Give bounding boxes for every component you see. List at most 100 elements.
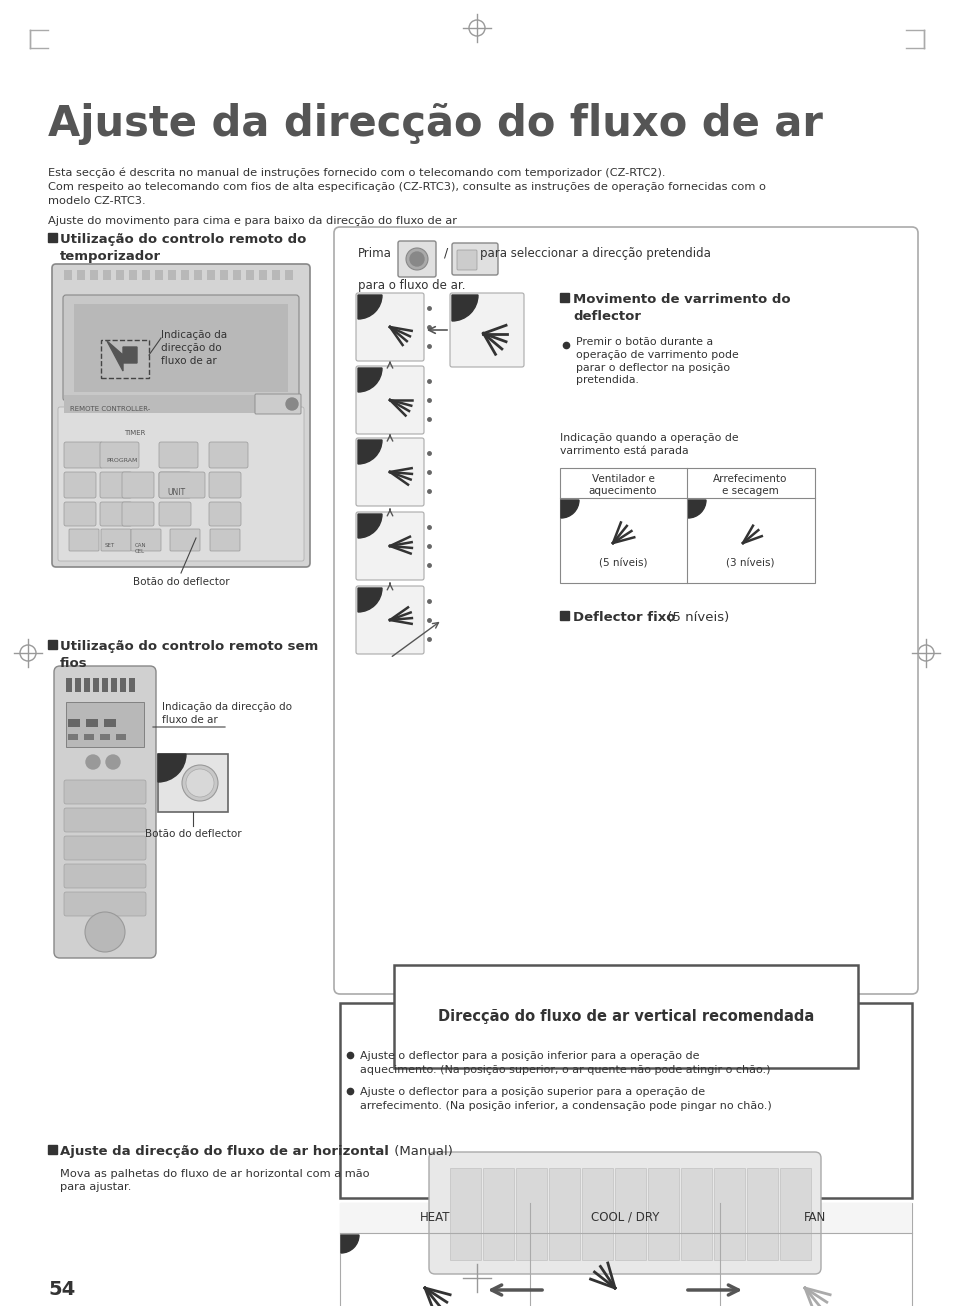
Circle shape <box>410 252 423 266</box>
FancyBboxPatch shape <box>122 471 153 498</box>
FancyBboxPatch shape <box>334 227 917 994</box>
Text: Indicação da direcção do
fluxo de ar: Indicação da direcção do fluxo de ar <box>162 703 292 725</box>
Bar <box>111 678 117 692</box>
Circle shape <box>106 755 120 769</box>
Bar <box>746 1168 778 1260</box>
Text: FAN: FAN <box>803 1211 825 1224</box>
FancyBboxPatch shape <box>64 441 103 468</box>
Bar <box>615 1168 645 1260</box>
Text: (5 níveis): (5 níveis) <box>662 611 728 624</box>
Bar <box>48 1145 57 1155</box>
Bar <box>233 270 241 279</box>
FancyBboxPatch shape <box>450 293 523 367</box>
Circle shape <box>86 755 100 769</box>
Circle shape <box>85 912 125 952</box>
Text: Ajuste o deflector para a posição inferior para a operação de: Ajuste o deflector para a posição inferi… <box>359 1051 699 1060</box>
Text: Ajuste da direcção do fluxo de ar horizontal: Ajuste da direcção do fluxo de ar horizo… <box>60 1145 389 1158</box>
Bar <box>142 270 150 279</box>
FancyBboxPatch shape <box>355 512 423 580</box>
Bar <box>129 678 135 692</box>
Text: aquecimento. (Na posição superior, o ar quente não pode atingir o chão.): aquecimento. (Na posição superior, o ar … <box>359 1064 770 1075</box>
Text: UNIT: UNIT <box>167 488 185 498</box>
Bar <box>84 734 94 741</box>
Bar <box>66 678 71 692</box>
Text: Direcção do fluxo de ar vertical recomendada: Direcção do fluxo de ar vertical recomen… <box>437 1010 813 1024</box>
Text: Prima: Prima <box>357 247 392 260</box>
FancyBboxPatch shape <box>100 502 132 526</box>
FancyBboxPatch shape <box>63 295 298 401</box>
Text: Botão do deflector: Botão do deflector <box>145 829 241 838</box>
Bar <box>181 270 189 279</box>
Bar <box>168 270 175 279</box>
Text: SET: SET <box>105 543 115 549</box>
FancyBboxPatch shape <box>101 529 131 551</box>
Bar <box>116 270 124 279</box>
Bar <box>482 1168 514 1260</box>
Text: (5 níveis): (5 níveis) <box>598 558 646 568</box>
FancyBboxPatch shape <box>456 249 476 270</box>
Bar <box>101 340 149 377</box>
FancyBboxPatch shape <box>64 780 146 804</box>
Bar <box>102 678 108 692</box>
FancyBboxPatch shape <box>355 586 423 654</box>
Bar <box>120 678 126 692</box>
Bar <box>90 270 98 279</box>
Bar <box>104 720 116 727</box>
Bar <box>559 293 568 302</box>
Bar <box>92 678 99 692</box>
Bar <box>68 720 80 727</box>
FancyBboxPatch shape <box>64 502 96 526</box>
Text: (3 níveis): (3 níveis) <box>725 558 774 568</box>
Text: Ajuste o deflector para a posição superior para a operação de: Ajuste o deflector para a posição superi… <box>359 1087 704 1097</box>
FancyBboxPatch shape <box>170 529 200 551</box>
Bar <box>64 270 71 279</box>
Bar <box>559 468 814 582</box>
Bar <box>246 270 253 279</box>
Bar <box>207 270 214 279</box>
Bar <box>75 678 81 692</box>
Text: Premir o botão durante a
operação de varrimento pode
parar o deflector na posiçã: Premir o botão durante a operação de var… <box>576 337 738 385</box>
Text: TIMER: TIMER <box>124 430 145 436</box>
Text: para o fluxo de ar.: para o fluxo de ar. <box>357 279 465 293</box>
Bar <box>339 1003 911 1198</box>
FancyBboxPatch shape <box>159 502 191 526</box>
FancyBboxPatch shape <box>54 666 156 959</box>
Bar <box>86 720 98 727</box>
Bar <box>780 1168 810 1260</box>
Text: Deflector fixo: Deflector fixo <box>573 611 675 624</box>
FancyBboxPatch shape <box>122 502 153 526</box>
Text: Indicação da
direcção do
fluxo de ar: Indicação da direcção do fluxo de ar <box>161 330 227 366</box>
Wedge shape <box>357 440 381 464</box>
FancyBboxPatch shape <box>209 471 241 498</box>
Wedge shape <box>687 500 705 518</box>
Text: Com respeito ao telecomando com fios de alta especificação (CZ-RTC3), consulte a: Com respeito ao telecomando com fios de … <box>48 182 765 192</box>
Bar <box>713 1168 744 1260</box>
Text: Esta secção é descrita no manual de instruções fornecido com o telecomando com t: Esta secção é descrita no manual de inst… <box>48 168 665 179</box>
FancyBboxPatch shape <box>64 808 146 832</box>
Bar <box>193 270 202 279</box>
FancyBboxPatch shape <box>69 529 99 551</box>
Wedge shape <box>357 588 381 613</box>
FancyBboxPatch shape <box>66 703 144 747</box>
Text: Mova as palhetas do fluxo de ar horizontal com a mão
para ajustar.: Mova as palhetas do fluxo de ar horizont… <box>60 1169 369 1192</box>
Bar <box>84 678 90 692</box>
Text: REMOTE CONTROLLER-: REMOTE CONTROLLER- <box>70 406 150 411</box>
Bar <box>450 1168 480 1260</box>
Wedge shape <box>340 1235 358 1252</box>
Text: modelo CZ-RTC3.: modelo CZ-RTC3. <box>48 196 146 206</box>
Bar <box>548 1168 579 1260</box>
Circle shape <box>286 398 297 410</box>
Wedge shape <box>357 368 381 392</box>
Text: PROGRAM: PROGRAM <box>106 458 137 464</box>
Wedge shape <box>357 515 381 538</box>
Bar <box>680 1168 711 1260</box>
FancyBboxPatch shape <box>74 304 288 392</box>
Bar <box>129 270 137 279</box>
Wedge shape <box>560 500 578 518</box>
Bar <box>64 394 297 413</box>
FancyBboxPatch shape <box>58 407 304 562</box>
Bar <box>272 270 280 279</box>
FancyBboxPatch shape <box>209 441 248 468</box>
FancyBboxPatch shape <box>64 836 146 859</box>
Bar <box>48 232 57 242</box>
